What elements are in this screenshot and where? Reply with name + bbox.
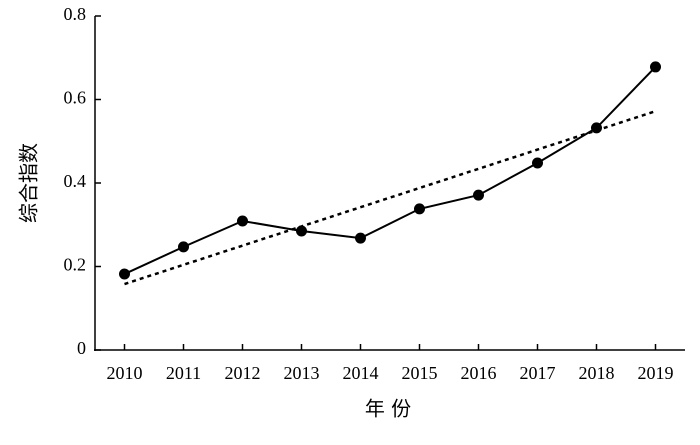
data-point [650, 61, 661, 73]
data-point [178, 241, 189, 253]
trend-line [124, 110, 656, 286]
x-tick-label: 2017 [520, 363, 556, 383]
data-point [296, 225, 307, 237]
y-tick-label: 0.6 [64, 88, 87, 108]
x-tick-label: 2015 [402, 363, 438, 383]
y-tick-label: 0.2 [64, 255, 87, 275]
data-point [119, 268, 130, 280]
x-tick-label: 2018 [579, 363, 615, 383]
x-tick-label: 2012 [225, 363, 261, 383]
data-point [414, 203, 425, 215]
data-line [124, 66, 657, 275]
data-point [532, 157, 543, 169]
x-tick-label: 2014 [343, 363, 379, 383]
x-tick-label: 2011 [166, 363, 201, 383]
x-axis-label: 年 份 [365, 397, 411, 421]
data-point [473, 189, 484, 201]
x-tick-label: 2010 [107, 363, 143, 383]
x-tick-label: 2013 [284, 363, 320, 383]
data-point [355, 232, 366, 244]
x-tick-label: 2019 [638, 363, 674, 383]
y-tick-label: 0 [77, 338, 86, 358]
x-tick-label: 2016 [461, 363, 497, 383]
data-point [237, 215, 248, 227]
y-tick-label: 0.8 [64, 4, 87, 24]
y-axis-label: 综合指数 [17, 143, 41, 223]
data-point [591, 122, 602, 134]
y-tick-label: 0.4 [64, 171, 87, 191]
